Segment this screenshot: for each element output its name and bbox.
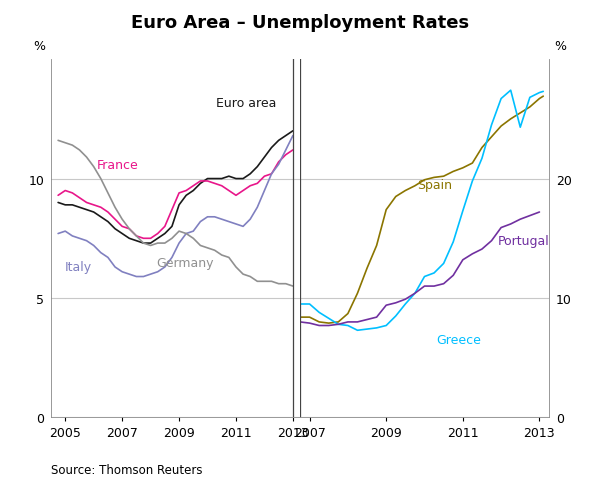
Text: Euro area: Euro area [216, 96, 277, 109]
Text: Spain: Spain [417, 179, 452, 192]
Text: Italy: Italy [65, 261, 92, 274]
Text: %: % [554, 40, 566, 53]
Text: Source: Thomson Reuters: Source: Thomson Reuters [51, 463, 203, 476]
Text: Greece: Greece [436, 334, 481, 347]
Text: %: % [34, 40, 46, 53]
Text: Portugal: Portugal [497, 235, 549, 248]
Text: France: France [97, 158, 138, 171]
Text: Germany: Germany [156, 256, 214, 269]
Text: Euro Area – Unemployment Rates: Euro Area – Unemployment Rates [131, 14, 469, 32]
